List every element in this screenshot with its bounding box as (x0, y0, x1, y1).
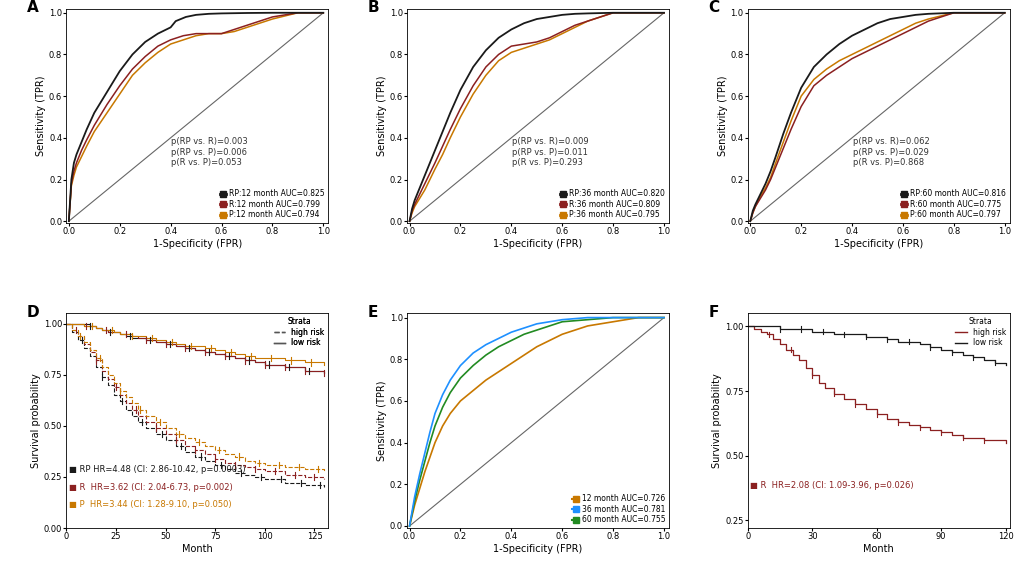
Legend: RP:12 month AUC=0.825, R:12 month AUC=0.799, P:12 month AUC=0.794: RP:12 month AUC=0.825, R:12 month AUC=0.… (219, 189, 324, 219)
Legend: high risk, low risk: high risk, low risk (273, 317, 324, 347)
Text: B: B (367, 0, 379, 15)
Y-axis label: Sensitivity (TPR): Sensitivity (TPR) (376, 381, 386, 461)
Text: D: D (26, 305, 40, 320)
Y-axis label: Survival probability: Survival probability (711, 373, 721, 468)
Text: ■ P  HR=3.44 (CI: 1.28-9.10, p=0.050): ■ P HR=3.44 (CI: 1.28-9.10, p=0.050) (69, 500, 231, 509)
Text: A: A (26, 0, 39, 15)
Text: ■ R  HR=3.62 (CI: 2.04-6.73, p=0.002): ■ R HR=3.62 (CI: 2.04-6.73, p=0.002) (69, 483, 232, 492)
Legend: RP:36 month AUC=0.820, R:36 month AUC=0.809, P:36 month AUC=0.795: RP:36 month AUC=0.820, R:36 month AUC=0.… (559, 189, 664, 219)
X-axis label: 1-Specificity (FPR): 1-Specificity (FPR) (493, 544, 582, 554)
Text: ■ RP HR=4.48 (CI: 2.86-10.42, p=0.0003): ■ RP HR=4.48 (CI: 2.86-10.42, p=0.0003) (69, 465, 246, 474)
Text: C: C (708, 0, 718, 15)
Text: p(RP vs. R)=0.009
p(RP vs. P)=0.011
p(R vs. P)=0.293: p(RP vs. R)=0.009 p(RP vs. P)=0.011 p(R … (512, 137, 588, 167)
X-axis label: 1-Specificity (FPR): 1-Specificity (FPR) (153, 239, 242, 249)
X-axis label: Month: Month (862, 544, 894, 554)
Y-axis label: Sensitivity (TPR): Sensitivity (TPR) (716, 76, 727, 156)
X-axis label: Month: Month (181, 544, 213, 554)
Text: F: F (708, 305, 718, 320)
X-axis label: 1-Specificity (FPR): 1-Specificity (FPR) (493, 239, 582, 249)
X-axis label: 1-Specificity (FPR): 1-Specificity (FPR) (834, 239, 922, 249)
Y-axis label: Sensitivity (TPR): Sensitivity (TPR) (376, 76, 386, 156)
Y-axis label: Sensitivity (TPR): Sensitivity (TPR) (36, 76, 46, 156)
Legend: high risk, low risk: high risk, low risk (954, 317, 1005, 347)
Text: p(RP vs. R)=0.003
p(RP vs. P)=0.006
p(R vs. P)=0.053: p(RP vs. R)=0.003 p(RP vs. P)=0.006 p(R … (171, 137, 248, 167)
Text: p(RP vs. R)=0.062
p(RP vs. P)=0.029
p(R vs. P)=0.868: p(RP vs. R)=0.062 p(RP vs. P)=0.029 p(R … (852, 137, 928, 167)
Text: ■ R  HR=2.08 (CI: 1.09-3.96, p=0.026): ■ R HR=2.08 (CI: 1.09-3.96, p=0.026) (750, 481, 913, 490)
Text: E: E (367, 305, 378, 320)
Legend: RP:60 month AUC=0.816, R:60 month AUC=0.775, P:60 month AUC=0.797: RP:60 month AUC=0.816, R:60 month AUC=0.… (900, 189, 1005, 219)
Legend: 12 month AUC=0.726, 36 month AUC=0.781, 60 month AUC=0.755: 12 month AUC=0.726, 36 month AUC=0.781, … (572, 494, 664, 524)
Y-axis label: Survival probability: Survival probability (31, 373, 41, 468)
